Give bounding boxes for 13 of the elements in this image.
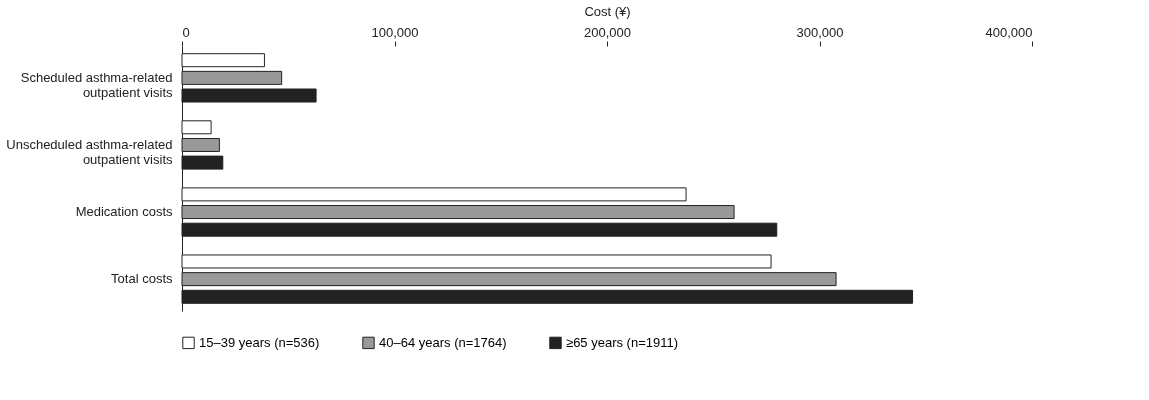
y-tick-label: Scheduled asthma-related outpatient visits bbox=[20, 69, 173, 100]
legend-label: ≥65 years (n=1911) bbox=[566, 334, 679, 350]
x-tick-label: 200,000 bbox=[584, 24, 631, 40]
x-tick-label: 0 bbox=[182, 24, 190, 40]
x-tick-label: 100,000 bbox=[371, 24, 419, 40]
x-tick-label: 400,000 bbox=[985, 24, 1033, 40]
x-axis-title: Cost (¥) bbox=[584, 3, 631, 19]
legend-label: 15–39 years (n=536) bbox=[199, 334, 320, 350]
legend-label: 40–64 years (n=1764) bbox=[379, 334, 507, 350]
y-tick-label: Medication costs bbox=[75, 204, 173, 220]
y-tick-label: Total costs bbox=[111, 271, 173, 287]
x-tick-label: 300,000 bbox=[796, 24, 844, 40]
y-tick-label: Unscheduled asthma-related outpatient visits bbox=[6, 136, 173, 167]
